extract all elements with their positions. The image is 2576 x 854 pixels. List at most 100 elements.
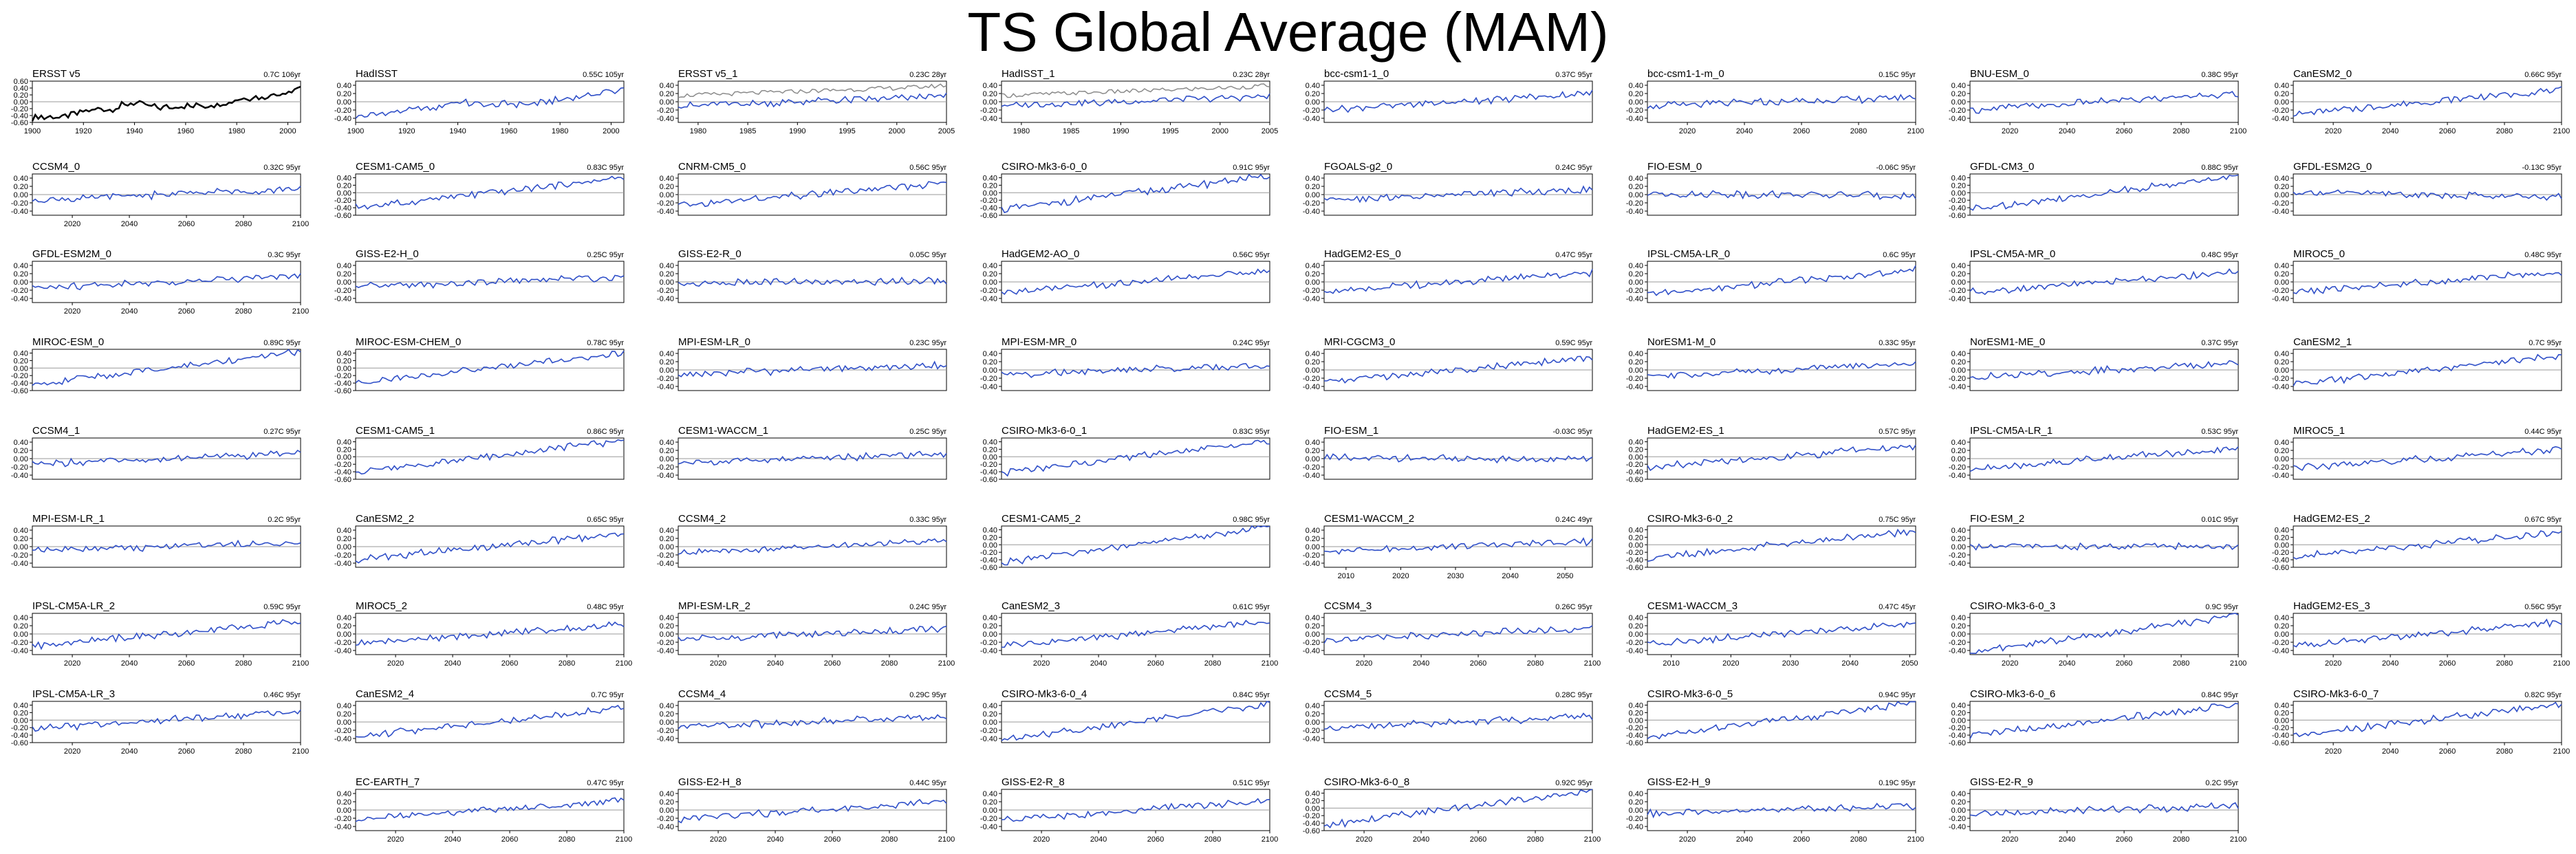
- subplot: bcc-csm1-1_0 0.37C 95yr 0.400.200.00-0.20-…: [1303, 68, 1593, 123]
- x-tick-label: 2020: [64, 307, 80, 316]
- y-tick-label: -0.20: [1303, 287, 1320, 295]
- y-tick-label: -0.40: [980, 468, 997, 477]
- y-tick-label: 0.00: [2275, 191, 2289, 199]
- subplot: NorESM1-M_0 0.33C 95yr 0.400.200.00-0.20-0…: [1626, 336, 1916, 391]
- reference-series-line: [1001, 83, 1270, 98]
- x-tick-label: 2080: [2496, 659, 2513, 668]
- y-tick-label: 0.40: [1306, 702, 1320, 710]
- y-tick-label: -0.60: [334, 387, 351, 395]
- y-tick-label: 0.00: [14, 716, 28, 725]
- y-tick-label: 0.20: [337, 710, 351, 719]
- x-tick-label: 2020: [2002, 659, 2018, 668]
- x-tick-label: 1980: [1013, 127, 1030, 135]
- series-line: [1001, 798, 1270, 822]
- series-line: [32, 619, 301, 650]
- x-tick-label: 2100: [616, 835, 632, 844]
- subplot: MIROC-ESM_0 0.89C 95yr0.400.200.00-0.20-0…: [11, 336, 301, 395]
- y-tick-label: 0.20: [1629, 358, 1643, 366]
- y-tick-label: -0.20: [980, 107, 997, 115]
- x-tick-label: 2040: [2059, 659, 2075, 668]
- subplot-title: CanESM2_3: [1002, 600, 1060, 612]
- series-line: [1323, 185, 1593, 204]
- y-tick-label: -0.20: [657, 463, 674, 472]
- y-tick-label: 0.40: [1951, 174, 1966, 182]
- y-tick-label: 0.40: [1951, 790, 1966, 798]
- subplot-title: HadISST_1: [1002, 68, 1055, 80]
- trend-label: 0.7C 95yr: [2529, 339, 2562, 347]
- y-tick-label: -0.40: [1949, 295, 1966, 303]
- x-tick-label: 2020: [1033, 659, 1050, 668]
- y-tick-label: -0.40: [11, 472, 28, 480]
- y-tick-label: -0.40: [1303, 383, 1320, 391]
- y-tick-label: 0.40: [983, 350, 997, 358]
- series-line: [678, 181, 947, 208]
- y-tick-label: 0.00: [14, 191, 28, 199]
- series-line: [1001, 525, 1270, 566]
- y-tick-label: 0.00: [983, 453, 997, 461]
- x-tick-label: 2030: [1447, 572, 1464, 580]
- y-tick-label: 0.40: [2275, 526, 2289, 534]
- subplot-title: IPSL-CM5A-LR_0: [1647, 248, 1730, 260]
- subplot-title: CESM1-CAM5_1: [356, 425, 435, 437]
- series-line: [2293, 86, 2562, 117]
- y-tick-label: -0.20: [11, 724, 28, 732]
- y-tick-label: 0.40: [1951, 527, 1966, 535]
- y-tick-label: -0.40: [11, 380, 28, 388]
- y-tick-label: -0.40: [1949, 560, 1966, 568]
- x-tick-label: 2040: [1090, 835, 1107, 844]
- y-tick-label: -0.20: [2272, 199, 2289, 208]
- x-tick-label: 2040: [1413, 835, 1429, 844]
- y-tick-label: -0.20: [1949, 639, 1966, 647]
- series-line: [32, 349, 301, 386]
- y-tick-label: 0.40: [983, 82, 997, 90]
- y-tick-label: -0.40: [657, 115, 674, 123]
- y-tick-label: 0.00: [2275, 366, 2289, 375]
- series-line: [1970, 91, 2239, 114]
- y-tick-label: 0.00: [983, 366, 997, 375]
- x-tick-label: 2020: [1679, 835, 1696, 844]
- trend-label: 0.26C 95yr: [1555, 603, 1592, 611]
- y-tick-label: -0.60: [11, 739, 28, 747]
- y-tick-label: 0.40: [1629, 350, 1643, 358]
- y-tick-label: 0.40: [337, 527, 351, 535]
- y-tick-label: 0.00: [1951, 631, 1966, 639]
- x-tick-label: 2030: [1782, 659, 1799, 668]
- y-tick-label: 0.20: [1629, 90, 1643, 98]
- y-tick-label: 0.20: [660, 270, 674, 278]
- subplot-title: FIO-ESM_2: [1970, 513, 2024, 525]
- y-tick-label: 0.20: [660, 710, 674, 719]
- subplot-title: GFDL-ESM2M_0: [32, 248, 111, 260]
- x-tick-label: 2060: [1793, 835, 1810, 844]
- trend-label: 0.88C 95yr: [2201, 164, 2238, 172]
- y-tick-label: 0.00: [1306, 98, 1320, 107]
- x-tick-label: 2080: [2173, 127, 2189, 135]
- x-tick-label: 2060: [2439, 659, 2456, 668]
- y-tick-label: 0.00: [1629, 191, 1643, 199]
- x-tick-label: 2060: [1470, 659, 1486, 668]
- y-tick-label: 0.00: [1629, 366, 1643, 375]
- plot-frame: [2293, 525, 2562, 568]
- y-tick-label: 0.00: [1951, 455, 1966, 463]
- subplot: GISS-E2-R_9 0.2C 95yr 0.400.200.00-0.20-0.…: [1949, 776, 2247, 844]
- y-tick-label: 0.00: [2275, 98, 2289, 107]
- subplot-title: MIROC-ESM_0: [32, 336, 104, 348]
- subplot: GISS-E2-H_8 0.44C 95yr 0.400.200.00-0.20-0…: [657, 776, 955, 844]
- trend-label: 0.56C 95yr: [1233, 251, 1270, 259]
- subplot-title: GISS-E2-H_8: [678, 776, 742, 788]
- y-tick-label: 0.20: [14, 535, 28, 543]
- x-tick-label: 2060: [1470, 835, 1486, 844]
- y-tick-label: 0.00: [1306, 455, 1320, 463]
- plot-frame: [1647, 525, 1916, 568]
- y-tick-label: 0.00: [1629, 453, 1643, 461]
- y-tick-label: 0.00: [1629, 278, 1643, 287]
- y-tick-label: 0.40: [660, 350, 674, 358]
- trend-label: 0.89C 95yr: [263, 339, 301, 347]
- subplot-title: CanESM2_4: [356, 688, 414, 700]
- subplot: CCSM4_3 0.26C 95yr 0.400.200.00-0.20-0.40 2…: [1303, 600, 1601, 668]
- x-tick-label: 2010: [1663, 659, 1679, 668]
- subplot-title: CanESM2_2: [356, 513, 414, 525]
- subplot: CCSM4_1 0.27C 95yr 0.400.200.00-0.20-0.40: [11, 425, 301, 480]
- x-tick-label: 1920: [398, 127, 415, 135]
- y-tick-label: -0.40: [1303, 295, 1320, 303]
- y-tick-label: 0.00: [983, 98, 997, 107]
